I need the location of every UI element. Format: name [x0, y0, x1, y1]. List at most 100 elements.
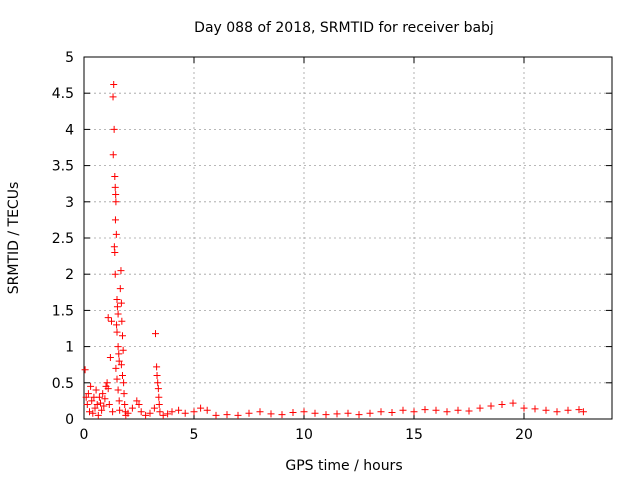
- data-point: [111, 248, 119, 256]
- data-point: [104, 314, 112, 322]
- x-tick-label: 0: [80, 427, 89, 443]
- y-tick-label: 4: [65, 122, 74, 138]
- data-point: [344, 409, 352, 417]
- data-point: [465, 407, 473, 415]
- data-point: [113, 321, 121, 329]
- data-point: [120, 390, 128, 398]
- data-point: [164, 410, 172, 418]
- data-point: [87, 382, 95, 390]
- data-point: [509, 399, 517, 407]
- data-point: [88, 397, 96, 405]
- data-point: [355, 411, 363, 419]
- data-point: [150, 404, 158, 412]
- data-point: [111, 216, 119, 224]
- data-point: [121, 401, 129, 409]
- data-point: [278, 411, 286, 419]
- data-point: [366, 409, 374, 417]
- data-point: [203, 406, 211, 414]
- data-point: [197, 404, 205, 412]
- data-point: [156, 408, 164, 416]
- tick-layer: 0 5 10 15 20 0 0.5 1 1.5 2 2.5 3 3.5 4 4.5 5: [52, 50, 612, 443]
- data-point: [564, 406, 572, 414]
- data-point: [112, 230, 120, 238]
- data-point: [112, 364, 120, 372]
- data-point: [116, 406, 124, 414]
- data-point: [190, 408, 198, 416]
- data-point: [443, 408, 451, 416]
- data-point: [111, 172, 119, 180]
- x-tick-label: 15: [405, 427, 423, 443]
- data-point: [289, 408, 297, 416]
- data-point: [181, 409, 189, 417]
- data-point: [109, 151, 117, 159]
- data-point: [104, 385, 112, 393]
- data-point: [142, 411, 150, 419]
- data-point: [113, 328, 121, 336]
- data-point: [113, 375, 121, 383]
- data-point: [155, 393, 163, 401]
- chart-title: Day 088 of 2018, SRMTID for receiver bab…: [194, 20, 494, 36]
- data-point: [119, 346, 127, 354]
- data-point: [154, 385, 162, 393]
- data-point: [115, 357, 123, 365]
- x-tick-label: 20: [515, 427, 533, 443]
- data-point: [98, 406, 106, 414]
- data-point: [99, 390, 107, 398]
- data-point: [114, 310, 122, 318]
- data-point: [112, 198, 120, 206]
- data-point: [476, 404, 484, 412]
- data-point: [120, 379, 128, 387]
- x-axis-label: GPS time / hours: [285, 458, 402, 474]
- y-tick-label: 0.5: [52, 376, 74, 392]
- data-point: [153, 372, 161, 380]
- data-point: [119, 332, 126, 340]
- y-tick-label: 1.5: [52, 303, 74, 319]
- data-point: [108, 317, 115, 325]
- data-point: [103, 379, 111, 387]
- data-point: [432, 406, 440, 414]
- data-point: [256, 408, 264, 416]
- data-point: [100, 402, 108, 410]
- data-point: [311, 409, 319, 417]
- data-points: [81, 81, 587, 419]
- data-point: [101, 395, 109, 403]
- grid-layer: [84, 57, 612, 419]
- data-point: [118, 317, 126, 325]
- data-point: [115, 397, 123, 405]
- data-point: [92, 386, 100, 394]
- data-point: [153, 363, 161, 371]
- data-point: [114, 386, 122, 394]
- y-tick-label: 4.5: [52, 86, 74, 102]
- data-point: [95, 393, 103, 401]
- data-point: [109, 93, 117, 101]
- data-point: [377, 408, 385, 416]
- data-point: [154, 379, 162, 387]
- y-tick-label: 3: [65, 195, 74, 211]
- data-point: [110, 81, 118, 89]
- data-point: [91, 404, 99, 412]
- data-point: [113, 303, 121, 311]
- data-point: [146, 409, 154, 417]
- data-point: [137, 408, 145, 416]
- data-point: [113, 296, 121, 304]
- y-tick-label: 2.5: [52, 231, 74, 247]
- data-point: [83, 401, 91, 409]
- data-point: [267, 410, 275, 418]
- data-point: [175, 406, 183, 414]
- data-point: [84, 390, 92, 398]
- data-point: [109, 408, 117, 416]
- data-point: [82, 393, 90, 401]
- data-point: [520, 404, 528, 412]
- data-point: [388, 408, 396, 416]
- data-point: [168, 408, 176, 416]
- data-point: [135, 401, 143, 409]
- data-point: [124, 409, 132, 417]
- data-point: [542, 406, 550, 414]
- data-point: [223, 411, 231, 419]
- x-tick-label: 10: [295, 427, 313, 443]
- data-point: [114, 343, 122, 351]
- data-point: [553, 408, 561, 416]
- data-point: [81, 366, 89, 374]
